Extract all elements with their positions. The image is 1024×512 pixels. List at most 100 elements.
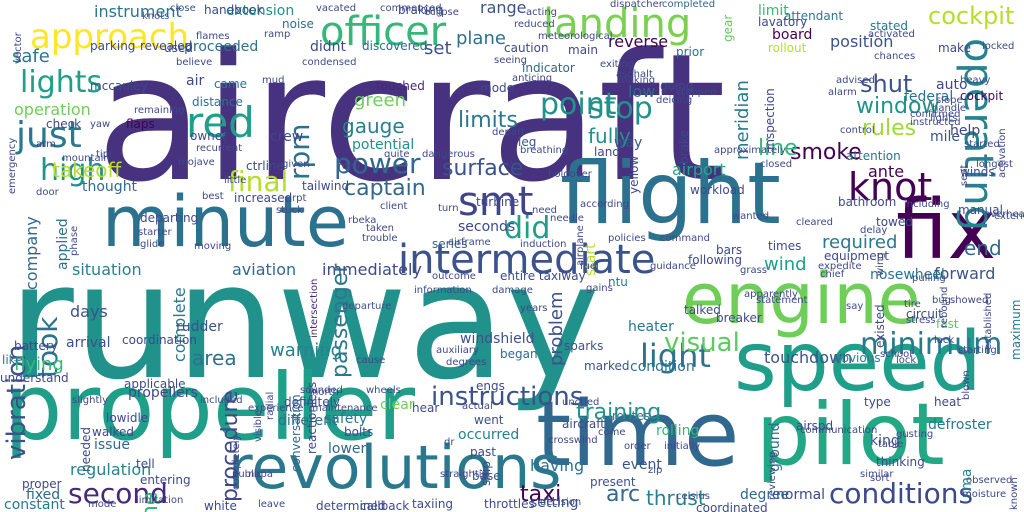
word: reduced	[514, 19, 555, 30]
word: stopped	[676, 87, 717, 98]
word: propellers	[128, 385, 198, 401]
word: main	[568, 43, 598, 57]
word: initially	[664, 441, 701, 452]
word: overhead	[984, 209, 1024, 220]
word: lock	[896, 355, 917, 366]
word: attention	[846, 149, 901, 163]
word: say	[846, 301, 864, 312]
word: auxiliary	[436, 345, 479, 356]
word: visible	[253, 410, 264, 442]
word: sounded	[300, 385, 343, 396]
word: safe	[12, 46, 50, 67]
word: base	[472, 469, 501, 483]
word: flying	[14, 354, 64, 375]
word: pulling	[912, 273, 946, 284]
word: handle	[932, 103, 967, 114]
word: stated	[870, 19, 909, 33]
word: pilot	[756, 385, 945, 485]
word: runway	[8, 228, 601, 415]
word: control	[840, 125, 875, 136]
word: light	[640, 337, 711, 375]
word: existed	[873, 304, 887, 348]
word: having	[530, 456, 585, 475]
word: statement	[756, 295, 808, 306]
word: zip	[648, 465, 663, 476]
word: cockpit	[960, 89, 1004, 103]
word: event	[622, 457, 662, 473]
word: auto	[936, 77, 968, 93]
word: breaker	[716, 311, 762, 325]
word: nosewheel	[870, 267, 945, 283]
word: didnt	[310, 39, 347, 55]
word: went	[474, 413, 504, 427]
word: years	[520, 303, 548, 314]
word: land	[594, 145, 620, 159]
word: school	[880, 349, 913, 360]
word: minimum	[860, 327, 1003, 362]
word: ramp	[264, 29, 291, 40]
word: order	[624, 441, 651, 452]
word: regulation	[70, 460, 152, 479]
word: fixed	[26, 487, 61, 503]
word: circuit	[906, 307, 943, 321]
word: landing	[543, 1, 692, 47]
word: limit	[758, 3, 789, 19]
word: maintenance	[312, 403, 378, 414]
word: emergency	[7, 137, 18, 194]
word: departing	[140, 211, 199, 225]
word: fully	[588, 124, 631, 148]
word: throttles	[484, 497, 535, 511]
word: engine	[682, 258, 921, 340]
word: rpt	[292, 193, 307, 204]
word: deicing	[656, 95, 693, 106]
word: actual	[462, 401, 493, 412]
word: lights	[930, 113, 958, 124]
word: plane	[456, 28, 506, 49]
word: outcome	[432, 271, 476, 282]
word: bolts	[344, 425, 374, 439]
word: forward	[934, 264, 996, 283]
word: tell	[136, 457, 155, 471]
word: battery	[14, 339, 58, 353]
word: according	[580, 199, 629, 210]
word: high	[40, 153, 106, 188]
word: needed	[79, 427, 93, 472]
word: different	[278, 413, 338, 429]
word: gauge	[342, 114, 405, 138]
word: marked	[584, 359, 630, 373]
word: stress	[906, 315, 936, 326]
word: approach	[30, 17, 190, 57]
word: intersection	[309, 278, 320, 338]
word: mccauley	[90, 79, 148, 93]
word: commenced	[380, 3, 442, 14]
word: guidance	[650, 261, 696, 272]
word: callback	[360, 499, 410, 512]
word: normal	[776, 487, 826, 503]
word: vector	[13, 32, 24, 64]
word: seat	[959, 164, 970, 186]
word: federal	[904, 89, 954, 105]
word: straightin	[440, 469, 488, 480]
word: starting	[958, 345, 997, 356]
word: handbook	[204, 3, 264, 17]
word: observed	[966, 475, 1013, 486]
word: conditions	[829, 477, 974, 510]
word: did	[504, 211, 551, 246]
word: entering	[140, 473, 191, 487]
word: heater	[628, 319, 674, 335]
word: vacated	[316, 3, 357, 14]
word: attendant	[784, 9, 844, 23]
word: moving	[194, 241, 232, 252]
word: entire taxiway	[500, 269, 586, 283]
word: point	[540, 87, 617, 122]
word: information	[414, 285, 472, 296]
word: completely	[231, 434, 242, 490]
word: definitely	[284, 395, 341, 409]
word: just	[16, 115, 82, 156]
word: lights	[20, 65, 103, 100]
word: similar	[860, 469, 894, 480]
word: takeoff	[52, 158, 122, 182]
word: end	[964, 236, 1002, 260]
word: arrival	[66, 335, 111, 351]
word: smoke	[790, 140, 862, 165]
